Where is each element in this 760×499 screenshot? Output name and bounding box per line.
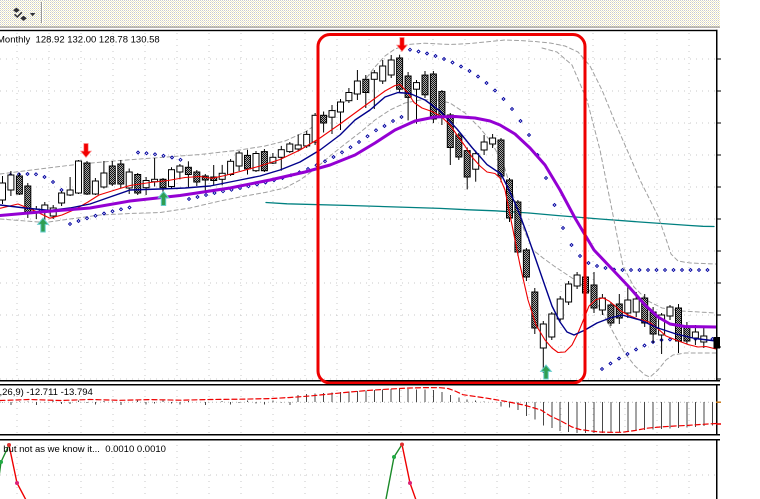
svg-text:Monthly 128.92 132.00 128.78: Monthly 128.92 132.00 128.78 130.58 bbox=[0, 35, 160, 46]
svg-text:, but not as we know it... 0.: , but not as we know it... 0.0010 0.0010 bbox=[0, 444, 166, 455]
svg-text:,26,9) -12.711 -13.794: ,26,9) -12.711 -13.794 bbox=[0, 387, 93, 398]
